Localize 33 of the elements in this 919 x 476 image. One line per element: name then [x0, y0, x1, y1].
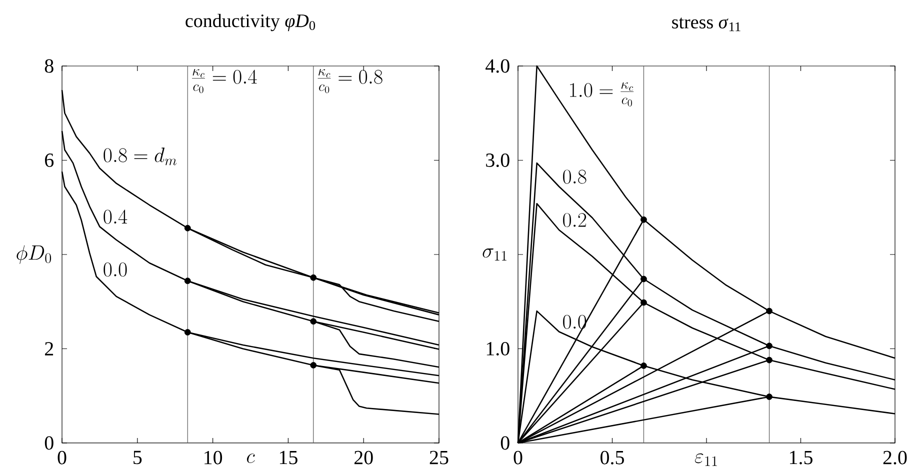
y-tick-label: 6 [45, 154, 54, 167]
annotation: $\frac{\kappa_c}{c_0}=0.8$ [318, 69, 382, 94]
x-tick-label: 10 [204, 450, 222, 464]
x-tick-label: 0 [58, 450, 66, 464]
annotation: $0.0$ [563, 314, 586, 329]
annotation: $0.2$ [563, 213, 586, 228]
x-tick-label: 2.0 [883, 450, 907, 464]
x-tick-label: 1.5 [790, 450, 812, 464]
y-axis-title: $\sigma_{11}$ [482, 248, 506, 261]
annotation: $0.4$ [104, 210, 128, 224]
y-tick-label: 3.0 [486, 153, 510, 168]
x-tick-label: 5 [134, 450, 142, 464]
x-tick-label: 0 [514, 450, 522, 464]
chart-title: conductivity φD$_{0}$ [186, 14, 316, 32]
y-tick-label: 1.0 [486, 342, 510, 356]
y-tick-label: 8 [44, 59, 54, 73]
x-tick-label: 15 [280, 450, 298, 464]
y-tick-label: 2 [45, 342, 54, 356]
y-tick-label: 4.0 [486, 59, 510, 73]
y-tick-label: 0 [44, 436, 54, 450]
x-axis-title: $c$ [246, 454, 255, 463]
annotation: $0.8$ [563, 170, 586, 184]
x-tick-label: 0.5 [600, 450, 624, 464]
x-tick-label: 25 [430, 450, 448, 464]
annotation: $\frac{\kappa_c}{c_0}=0.4$ [192, 69, 257, 94]
annotation: $0.8=d_m$ [104, 148, 176, 166]
x-axis-title: $\varepsilon_{11}$ [694, 453, 717, 466]
y-axis-title: $\phi D_0$ [16, 245, 52, 264]
annotation: $1.0=\frac{\kappa_c}{c_0}$ [570, 82, 634, 106]
x-tick-label: 20 [354, 450, 373, 464]
annotation: $0.0$ [104, 262, 127, 277]
chart-title: stress σ$_{11}$ [672, 18, 740, 32]
y-tick-label: 0 [500, 436, 510, 450]
